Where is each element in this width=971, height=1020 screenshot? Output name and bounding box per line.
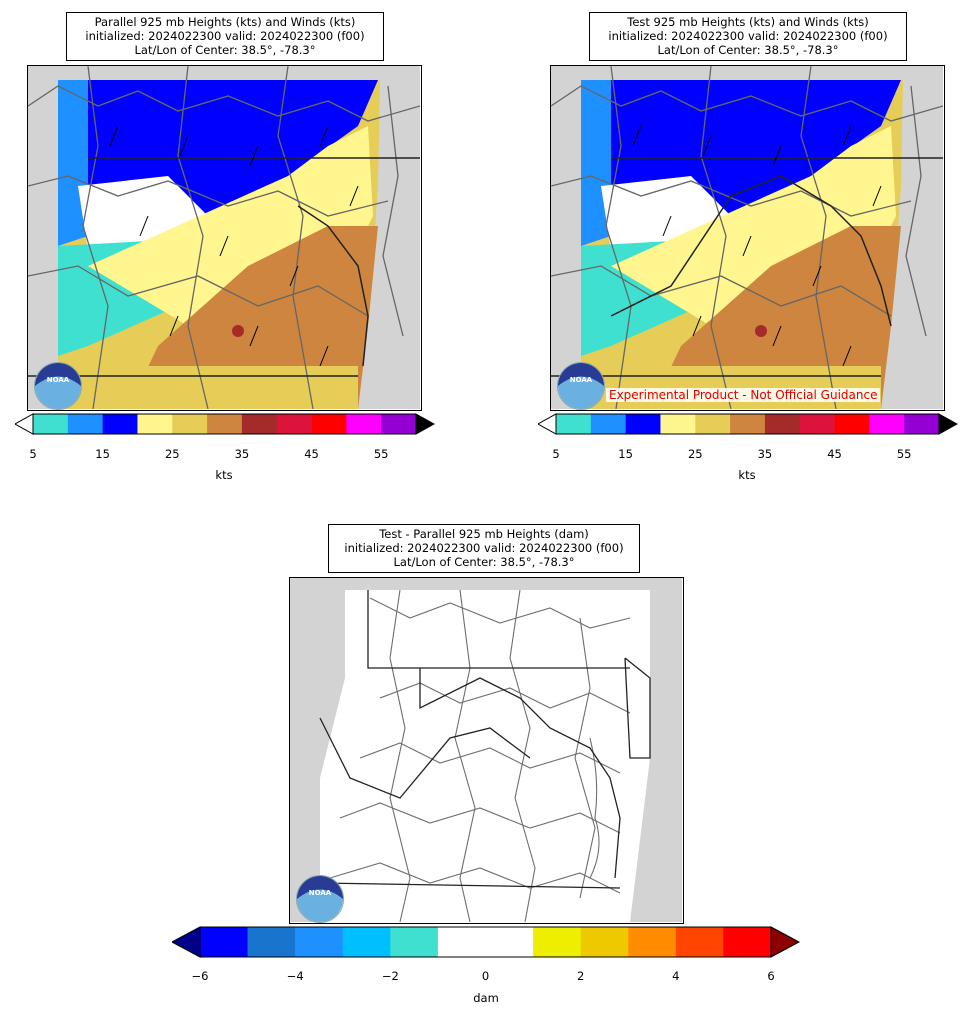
panel2-colorbar-cell xyxy=(764,414,801,434)
panel2-map-svg xyxy=(551,66,943,409)
panel2-colorbar-cell xyxy=(625,414,661,434)
panel1-colorbar-cell xyxy=(102,414,138,434)
panel3-colorbar-cell xyxy=(342,927,391,957)
panel2-title-line2: initialized: 2024022300 valid: 202402230… xyxy=(608,29,888,43)
panel2-colorbar-tick-label: 35 xyxy=(757,447,773,461)
panel3-title-line3: Lat/Lon of Center: 38.5°, -78.3° xyxy=(393,555,575,569)
panel3-colorbar-label: dam xyxy=(473,991,499,1005)
panel3-colorbar-tick-label: 6 xyxy=(767,969,775,983)
panel3-colorbar xyxy=(170,926,801,962)
panel3-colorbar-cell xyxy=(390,927,439,957)
panel1-colorbar-tick-label: 55 xyxy=(373,447,389,461)
panel2-colorbar-cell xyxy=(556,414,592,434)
panel1-colorbar-cell xyxy=(311,414,347,434)
panel3-colorbar-cell xyxy=(675,927,724,957)
panel3-map: NOAA xyxy=(289,577,684,924)
panel1-logo-text: NOAA xyxy=(46,376,70,384)
panel3-map-svg xyxy=(290,578,682,922)
panel3-colorbar-tick-label: −6 xyxy=(191,969,209,983)
panel1-colorbar-cell xyxy=(276,414,312,434)
panel2-title-line3: Lat/Lon of Center: 38.5°, -78.3° xyxy=(657,43,839,57)
panel1-colorbar-cell xyxy=(241,414,278,434)
panel1-colorbar-label: kts xyxy=(215,468,233,482)
panel3-colorbar-cell xyxy=(200,927,248,957)
panel2-colorbar xyxy=(536,413,959,439)
panel2-colorbar-tick-label: 15 xyxy=(618,447,633,461)
panel2-map: NOAA Experimental Product - Not Official… xyxy=(550,65,945,411)
panel1-colorbar-tick-label: 45 xyxy=(304,447,319,461)
panel2-title-line1: Test 925 mb Heights (kts) and Winds (kts… xyxy=(627,15,869,29)
panel2-colorbar-cell xyxy=(695,414,731,434)
panel3-noaa-logo-icon: NOAA xyxy=(296,875,344,923)
panel2-colorbar-cell xyxy=(660,414,696,434)
panel2-colorbar-svg xyxy=(536,413,959,435)
panel2-colorbar-cell xyxy=(834,414,870,434)
panel3-colorbar-svg xyxy=(170,926,801,958)
panel2-colorbar-tick-label: 5 xyxy=(552,447,560,461)
panel2-colorbar-cell xyxy=(904,414,940,434)
panel2-colorbar-tick-label: 25 xyxy=(687,447,703,461)
panel2-colorbar-tick-label: 55 xyxy=(896,447,912,461)
experimental-banner: Experimental Product - Not Official Guid… xyxy=(606,388,881,402)
panel3-colorbar-tick-label: 2 xyxy=(576,969,585,983)
panel3-title-line2: initialized: 2024022300 valid: 202402230… xyxy=(344,541,624,555)
panel1-colorbar-cell xyxy=(137,414,173,434)
panel3-title-line1: Test - Parallel 925 mb Heights (dam) xyxy=(379,527,589,541)
panel1-noaa-logo-icon: NOAA xyxy=(34,362,82,410)
panel1-colorbar-svg xyxy=(13,413,436,435)
panel1-map: NOAA xyxy=(27,65,422,411)
panel1-colorbar-tick-label: 15 xyxy=(95,447,110,461)
panel1-title-line2: initialized: 2024022300 valid: 202402230… xyxy=(85,29,365,43)
panel3-colorbar-cell xyxy=(437,927,486,957)
panel3-colorbar-cell xyxy=(485,927,534,957)
panel2-colorbar-cell xyxy=(799,414,835,434)
panel3-colorbar-cell xyxy=(723,927,772,957)
panel2-colorbar-tick-label: 45 xyxy=(827,447,842,461)
panel1-title-line3: Lat/Lon of Center: 38.5°, -78.3° xyxy=(134,43,316,57)
panel2-colorbar-cell xyxy=(730,414,766,434)
panel3-colorbar-tick-label: 4 xyxy=(672,969,680,983)
panel1-colorbar-cell xyxy=(33,414,69,434)
panel1-title-line1: Parallel 925 mb Heights (kts) and Winds … xyxy=(94,15,356,29)
panel1-colorbar-tick-label: 25 xyxy=(164,447,180,461)
panel1-colorbar-cell xyxy=(381,414,417,434)
panel3-colorbar-cell xyxy=(533,927,581,957)
panel3-colorbar-cell xyxy=(628,927,677,957)
panel2-colorbar-label: kts xyxy=(738,468,756,482)
panel3-colorbar-cell xyxy=(295,927,344,957)
panel1-colorbar-cell xyxy=(172,414,208,434)
panel1-colorbar-tick-label: 35 xyxy=(234,447,250,461)
panel1-colorbar-cell xyxy=(346,414,382,434)
panel1-colorbar xyxy=(13,413,436,439)
panel3-colorbar-tick-label: 0 xyxy=(481,969,490,983)
panel1-colorbar-cell xyxy=(67,414,103,434)
panel1-title: Parallel 925 mb Heights (kts) and Winds … xyxy=(66,12,384,61)
panel1-map-svg xyxy=(28,66,420,409)
panel1-colorbar-tick-label: 5 xyxy=(29,447,37,461)
panel2-logo-text: NOAA xyxy=(569,376,593,384)
panel2-colorbar-cell xyxy=(869,414,905,434)
panel3-logo-text: NOAA xyxy=(308,889,332,897)
panel1-colorbar-cell xyxy=(207,414,243,434)
panel2-title: Test 925 mb Heights (kts) and Winds (kts… xyxy=(589,12,907,61)
panel3-colorbar-cell xyxy=(247,927,296,957)
panel3-title: Test - Parallel 925 mb Heights (dam) ini… xyxy=(328,524,640,573)
panel2-colorbar-cell xyxy=(590,414,626,434)
panel3-colorbar-tick-label: −2 xyxy=(381,969,399,983)
panel3-colorbar-tick-label: −4 xyxy=(286,969,304,983)
panel3-colorbar-cell xyxy=(580,927,629,957)
panel2-noaa-logo-icon: NOAA xyxy=(557,362,605,410)
